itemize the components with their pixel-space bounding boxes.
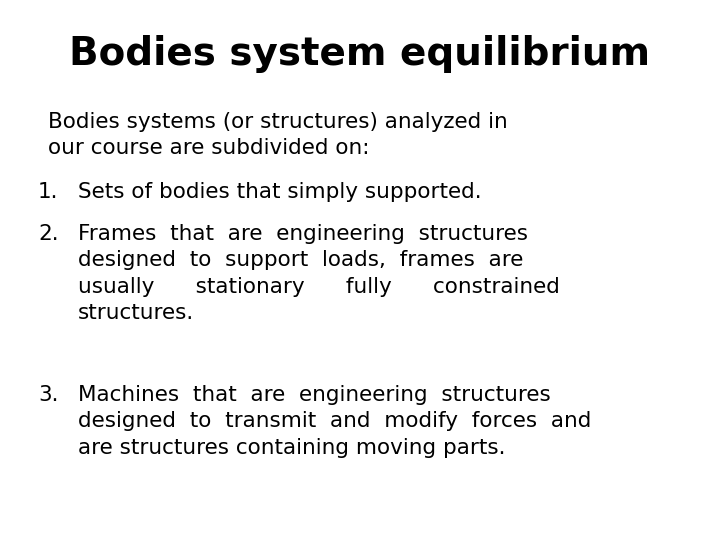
Text: Bodies system equilibrium: Bodies system equilibrium — [69, 35, 651, 73]
Text: Frames  that  are  engineering  structures
designed  to  support  loads,  frames: Frames that are engineering structures d… — [78, 224, 560, 323]
Text: Sets of bodies that simply supported.: Sets of bodies that simply supported. — [78, 182, 482, 202]
Text: 3.: 3. — [38, 385, 58, 405]
Text: Bodies systems (or structures) analyzed in
our course are subdivided on:: Bodies systems (or structures) analyzed … — [48, 112, 508, 158]
Text: Machines  that  are  engineering  structures
designed  to  transmit  and  modify: Machines that are engineering structures… — [78, 385, 591, 458]
Text: 1.: 1. — [38, 182, 58, 202]
Text: 2.: 2. — [38, 224, 58, 244]
